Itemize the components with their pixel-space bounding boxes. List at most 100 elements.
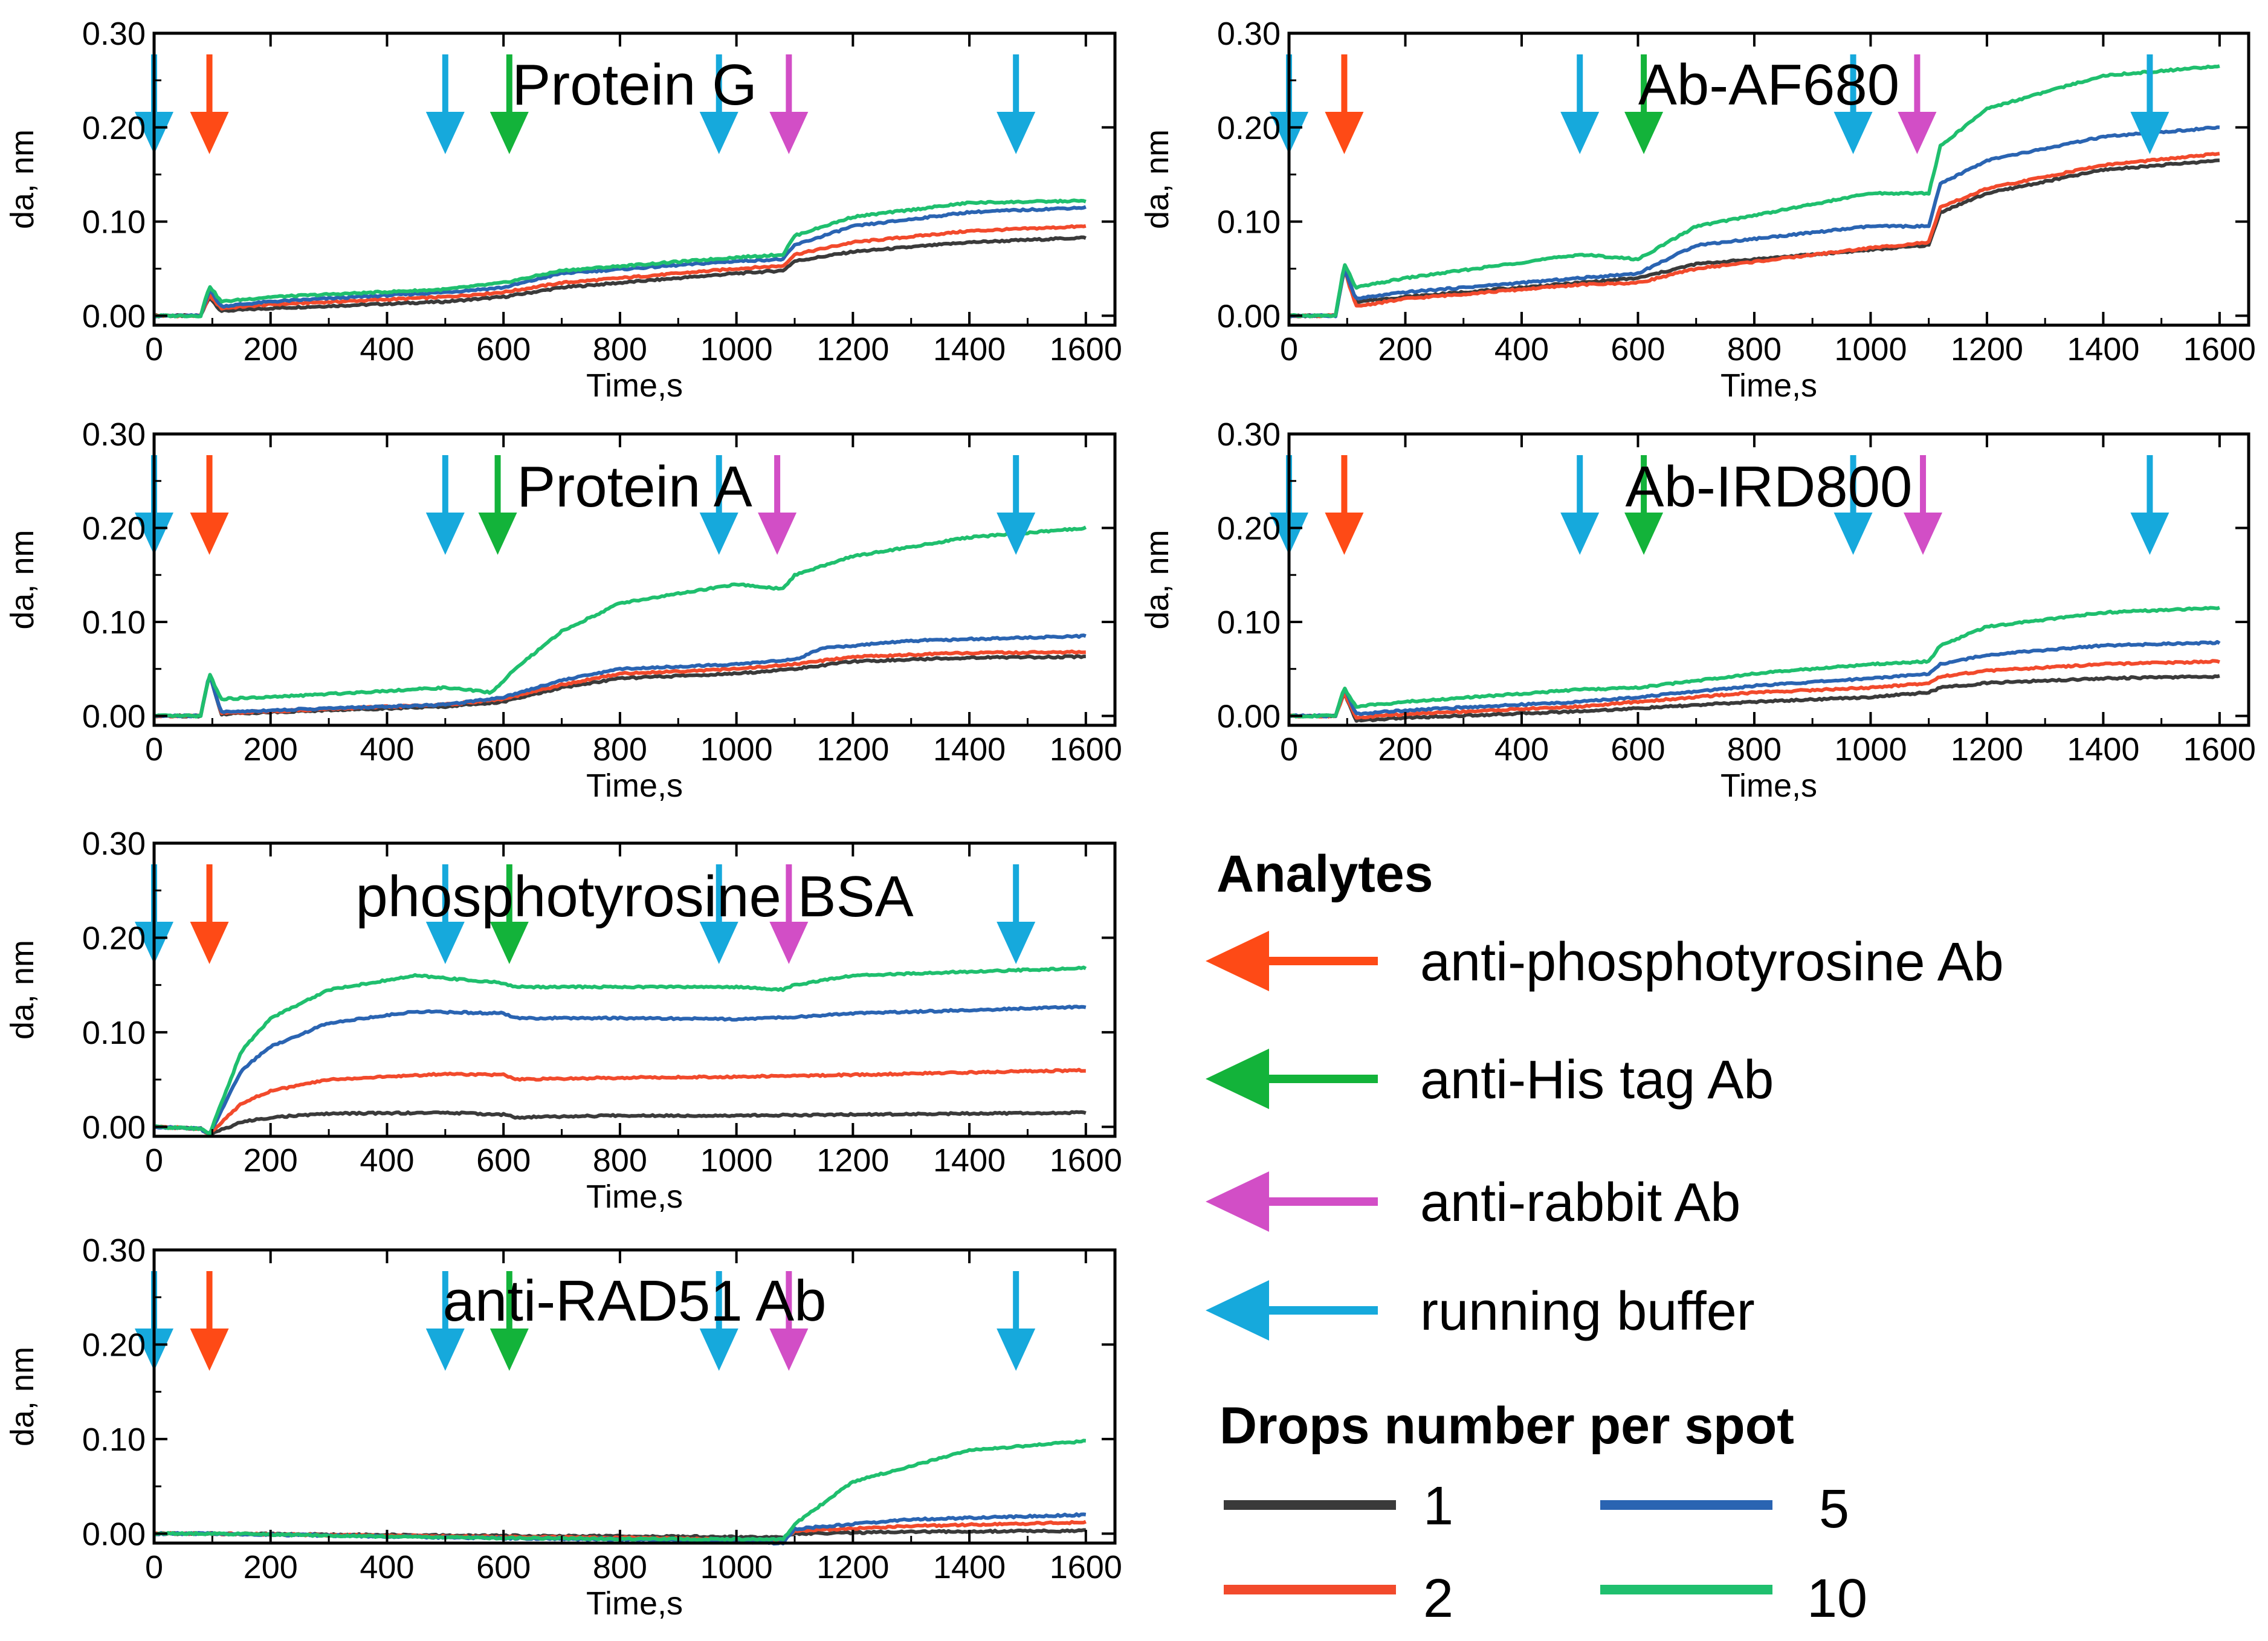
running-buffer-arrow — [1833, 54, 1873, 154]
running-buffer-arrow — [2130, 455, 2169, 555]
running-buffer-arrow — [425, 455, 465, 555]
x-tick-label: 200 — [244, 331, 298, 367]
series-2-line — [153, 649, 1086, 719]
x-tick-label: 1600 — [2183, 731, 2256, 768]
anti-phosphotyrosine-arrow — [190, 864, 229, 964]
x-axis-label: Time,s — [586, 1179, 683, 1215]
x-axis-label: Time,s — [1720, 367, 1817, 404]
y-tick-label: 0.10 — [1217, 204, 1281, 241]
anti-phosphotyrosine-arrow — [190, 455, 229, 555]
y-tick-label: 0.00 — [1217, 698, 1281, 734]
y-tick-label: 0.30 — [82, 416, 146, 453]
x-tick-label: 1000 — [700, 731, 773, 768]
y-tick-label: 0.00 — [82, 1516, 146, 1552]
chart-panel: 0 200 400 600 800 1000 1200 1400 1600 0.00 0.10 0.2… — [4, 826, 1122, 1215]
drops-1-legend-item: 1 — [1224, 1476, 1453, 1536]
running-buffer-arrow — [997, 54, 1036, 154]
x-tick-label: 400 — [1494, 331, 1549, 367]
x-tick-label: 1400 — [933, 1549, 1006, 1585]
anti-phosphotyrosine-legend-item: anti-phosphotyrosine Ab — [1206, 931, 2004, 992]
series-10-line — [153, 198, 1087, 319]
x-tick-label: 200 — [244, 1549, 298, 1585]
x-tick-label: 1000 — [700, 1142, 773, 1179]
x-tick-label: 1200 — [816, 331, 889, 367]
legend-swatch — [1224, 1585, 1396, 1594]
panel-title: Protein A — [517, 455, 752, 519]
x-tick-label: 1200 — [1951, 731, 2023, 768]
drops-10-legend-item: 10 — [1600, 1568, 1867, 1629]
series-10-line — [153, 525, 1087, 719]
drops-label: 10 — [1807, 1568, 1867, 1629]
y-tick-label: 0.30 — [82, 1232, 146, 1269]
plot-frame — [152, 1248, 1117, 1545]
x-tick-label: 1600 — [1050, 1142, 1122, 1179]
y-axis-label: da, nm — [4, 529, 40, 629]
running-buffer-arrow — [425, 54, 465, 154]
x-tick-label: 400 — [360, 331, 414, 367]
x-tick-label: 800 — [1727, 331, 1782, 367]
running-buffer-arrow — [425, 864, 465, 964]
x-tick-label: 600 — [476, 1142, 531, 1179]
x-tick-label: 0 — [145, 731, 163, 768]
chart-panel: 0 200 400 600 800 1000 1200 1400 1600 0.00 0.10 0.2… — [4, 16, 1122, 404]
anti-phosphotyrosine-arrow — [1325, 455, 1364, 555]
x-tick-label: 1600 — [1050, 1549, 1122, 1585]
running-buffer-arrow — [1560, 455, 1600, 555]
x-tick-label: 0 — [1280, 731, 1298, 768]
running-buffer-arrow — [997, 1271, 1036, 1371]
y-tick-label: 0.10 — [82, 204, 146, 241]
series-2-line — [1288, 152, 2220, 319]
y-tick-label: 0.10 — [82, 1422, 146, 1458]
drops-2-legend-item: 2 — [1224, 1568, 1453, 1629]
plot-frame — [152, 841, 1117, 1138]
series-10-line — [153, 965, 1087, 1136]
x-tick-label: 1400 — [2067, 331, 2139, 367]
x-tick-label: 1200 — [816, 731, 889, 768]
x-tick-label: 1400 — [933, 331, 1006, 367]
legend-swatch — [1224, 1500, 1396, 1510]
running-buffer-arrow — [997, 864, 1036, 964]
running-buffer-legend-item: running buffer — [1206, 1280, 1755, 1342]
x-tick-label: 200 — [244, 731, 298, 768]
y-tick-label: 0.00 — [1217, 298, 1281, 334]
x-axis-label: Time,s — [586, 367, 683, 404]
x-tick-label: 600 — [476, 331, 531, 367]
anti-his-arrow — [489, 54, 529, 154]
x-tick-label: 0 — [1280, 331, 1298, 367]
y-tick-label: 0.20 — [82, 110, 146, 146]
x-tick-label: 600 — [476, 731, 531, 768]
series-1-line — [1288, 674, 2220, 723]
x-tick-label: 0 — [145, 1549, 163, 1585]
x-tick-label: 1600 — [1050, 331, 1122, 367]
chart-panel: 0 200 400 600 800 1000 1200 1400 1600 0.00 0.10 0.2… — [4, 1232, 1122, 1622]
chart-panel: 0 200 400 600 800 1000 1200 1400 1600 0.00 0.10 0.2… — [1139, 416, 2256, 804]
x-tick-label: 400 — [360, 731, 414, 768]
x-tick-label: 800 — [593, 331, 647, 367]
series-10-line — [1288, 606, 2220, 719]
left-arrow-icon — [1206, 1280, 1269, 1341]
anti-his-arrow — [489, 1271, 529, 1371]
anti-rabbit-arrow — [758, 455, 797, 555]
y-tick-label: 0.10 — [1217, 604, 1281, 641]
y-tick-label: 0.00 — [82, 698, 146, 734]
x-tick-label: 1200 — [816, 1142, 889, 1179]
y-tick-label: 0.10 — [82, 1015, 146, 1051]
running-buffer-arrow — [997, 455, 1036, 555]
drops-label: 1 — [1423, 1476, 1453, 1536]
series-5-line — [1288, 639, 2221, 719]
x-tick-label: 800 — [593, 1142, 647, 1179]
x-tick-label: 1600 — [1050, 731, 1122, 768]
running-buffer-arrow — [699, 864, 738, 964]
plot-frame — [1287, 432, 2250, 727]
x-tick-label: 0 — [145, 1142, 163, 1179]
running-buffer-arrow — [1833, 455, 1873, 555]
running-buffer-arrow — [425, 1271, 465, 1371]
panel-title: phosphotyrosine BSA — [355, 864, 913, 929]
y-tick-label: 0.20 — [82, 920, 146, 956]
x-tick-label: 1200 — [1951, 331, 2023, 367]
drops-label: 2 — [1423, 1568, 1453, 1629]
x-tick-label: 1600 — [2183, 331, 2256, 367]
anti-rabbit-legend-item: anti-rabbit Ab — [1206, 1171, 1740, 1233]
plot-frame — [1287, 31, 2250, 327]
y-tick-label: 0.30 — [1217, 416, 1281, 453]
